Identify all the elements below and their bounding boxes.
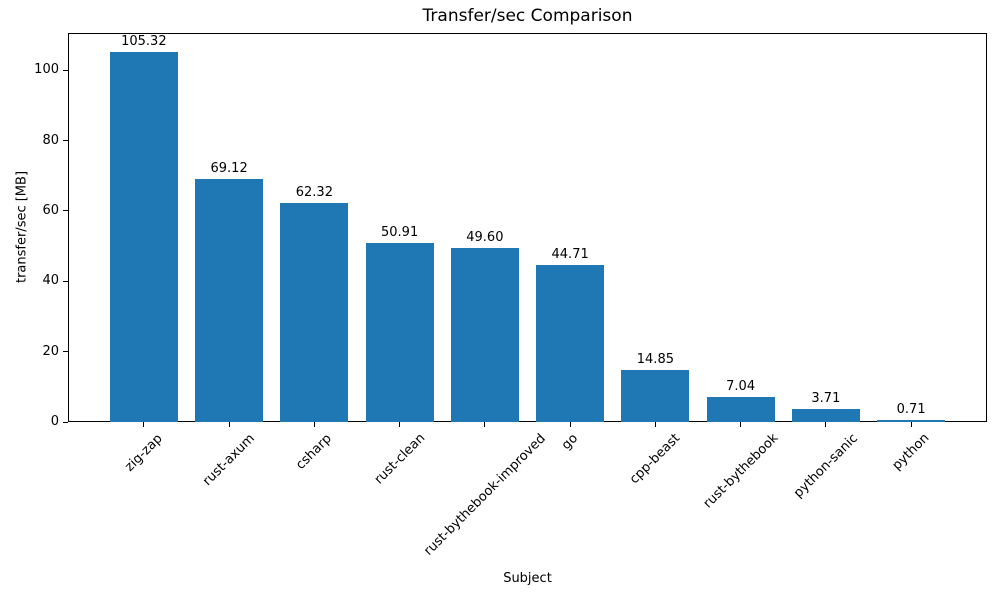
x-tick-mark bbox=[825, 422, 827, 427]
bar-value-label: 50.91 bbox=[381, 224, 419, 240]
bar-cpp-beast bbox=[621, 369, 690, 422]
x-tick-label: rust-clean bbox=[371, 430, 428, 488]
x-axis-label: Subject bbox=[503, 571, 552, 586]
x-tick-mark bbox=[740, 422, 742, 427]
bar-value-label: 62.32 bbox=[295, 184, 333, 200]
x-tick-label: csharp bbox=[293, 431, 336, 473]
y-tick-mark bbox=[63, 280, 68, 282]
bar-csharp bbox=[280, 202, 349, 422]
bar-value-label: 69.12 bbox=[210, 160, 248, 176]
bar-value-label: 44.71 bbox=[551, 246, 589, 262]
bar-python bbox=[877, 419, 946, 422]
x-tick-mark bbox=[399, 422, 401, 427]
x-tick-label: cpp-beast bbox=[627, 430, 684, 488]
y-axis-label: transfer/sec [MB] bbox=[14, 170, 30, 284]
bar-value-label: 49.60 bbox=[466, 229, 504, 245]
bar-value-label: 14.85 bbox=[636, 351, 674, 367]
y-tick-label: 0 bbox=[50, 414, 59, 429]
x-tick-label: rust-bythebook-improved bbox=[421, 430, 549, 559]
y-tick-label: 40 bbox=[42, 273, 59, 289]
bar-rust-bythebook-improved bbox=[450, 247, 519, 422]
x-tick-mark bbox=[228, 422, 230, 427]
bar-value-label: 0.71 bbox=[896, 401, 926, 417]
y-tick-mark bbox=[63, 69, 68, 71]
y-tick-label: 80 bbox=[42, 132, 59, 148]
bar-value-label: 105.32 bbox=[121, 33, 167, 49]
x-tick-label: rust-bythebook bbox=[700, 430, 781, 512]
bar-go bbox=[536, 264, 605, 422]
x-tick-mark bbox=[484, 422, 486, 427]
bar-rust-bythebook bbox=[706, 397, 775, 422]
x-tick-label: python-sanic bbox=[790, 431, 861, 501]
y-tick-mark bbox=[63, 210, 68, 212]
y-tick-label: 20 bbox=[42, 343, 59, 359]
y-tick-mark bbox=[63, 351, 68, 353]
y-tick-mark bbox=[63, 421, 68, 423]
chart-title: Transfer/sec Comparison bbox=[422, 6, 633, 26]
y-tick-label: 100 bbox=[34, 62, 59, 78]
x-tick-label: go bbox=[559, 430, 582, 453]
y-tick-label: 60 bbox=[42, 202, 59, 218]
x-tick-mark bbox=[654, 422, 656, 427]
x-tick-label: zig-zap bbox=[122, 430, 166, 475]
bar-zig-zap bbox=[109, 51, 178, 422]
bar-value-label: 3.71 bbox=[811, 390, 841, 406]
y-tick-mark bbox=[63, 140, 68, 142]
x-tick-mark bbox=[569, 422, 571, 427]
x-tick-label: rust-axum bbox=[200, 431, 259, 489]
x-tick-mark bbox=[143, 422, 145, 427]
bar-python-sanic bbox=[791, 408, 860, 422]
bar-rust-axum bbox=[195, 178, 264, 422]
bar-rust-clean bbox=[365, 242, 434, 422]
x-tick-mark bbox=[313, 422, 315, 427]
x-tick-label: python bbox=[889, 430, 933, 474]
x-tick-mark bbox=[910, 422, 912, 427]
bar-value-label: 7.04 bbox=[726, 379, 756, 395]
